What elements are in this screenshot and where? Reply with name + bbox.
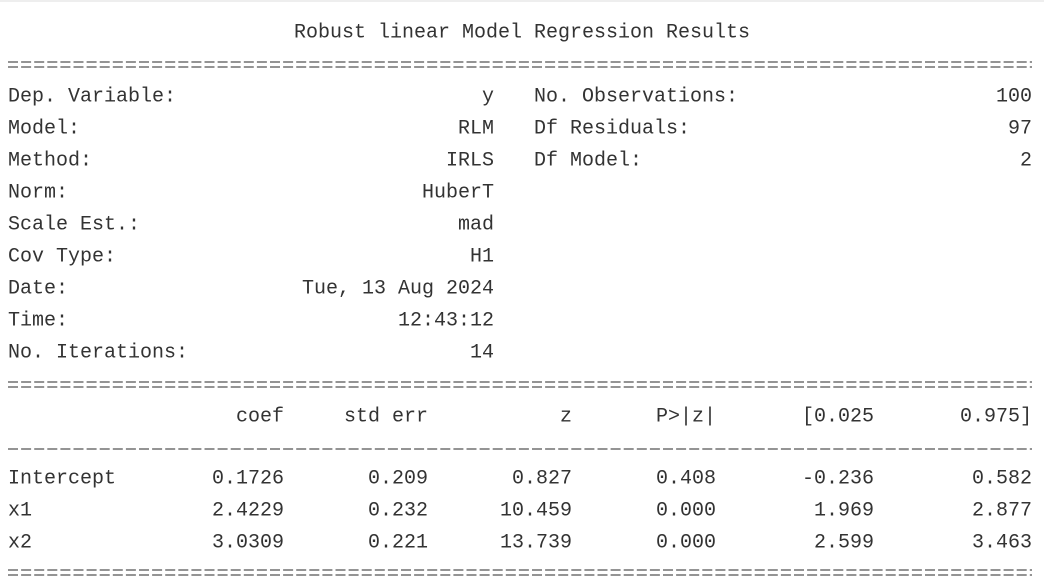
info-label: Norm: — [8, 181, 68, 204]
title: Robust linear Model Regression Results — [294, 21, 750, 44]
info-value: 2 — [1020, 149, 1032, 172]
info-value: 100 — [996, 85, 1032, 108]
info-value: IRLS — [446, 149, 494, 172]
info-value: 14 — [470, 341, 494, 364]
info-value: mad — [458, 213, 494, 236]
info-label: Dep. Variable: — [8, 85, 176, 108]
info-label: No. Iterations: — [8, 341, 188, 364]
table-cell: 0.1726 — [212, 467, 284, 490]
table-cell: 0.582 — [972, 467, 1032, 490]
info-value: RLM — [458, 117, 494, 140]
table-cell: 3.0309 — [212, 531, 284, 554]
info-value: Tue, 13 Aug 2024 — [302, 277, 494, 300]
info-label: No. Observations: — [534, 85, 738, 108]
table-cell: 0.209 — [368, 467, 428, 490]
column-header: P>|z| — [656, 405, 716, 428]
info-value: 12:43:12 — [398, 309, 494, 332]
info-label: Scale Est.: — [8, 213, 140, 236]
info-label: Model: — [8, 117, 80, 140]
table-cell: 0.232 — [368, 499, 428, 522]
info-label: Method: — [8, 149, 92, 172]
info-label: Cov Type: — [8, 245, 116, 268]
row-label: Intercept — [8, 467, 116, 490]
double-rule — [8, 381, 1032, 388]
double-rule — [8, 61, 1032, 68]
table-cell: 0.221 — [368, 531, 428, 554]
table-cell: 0.408 — [656, 467, 716, 490]
double-rule — [8, 569, 1032, 576]
table-cell: 3.463 — [972, 531, 1032, 554]
info-label: Time: — [8, 309, 68, 332]
column-header: 0.975] — [960, 405, 1032, 428]
info-value: y — [482, 85, 494, 108]
info-value: HuberT — [422, 181, 494, 204]
column-header: z — [560, 405, 572, 428]
table-cell: 2.4229 — [212, 499, 284, 522]
info-label: Date: — [8, 277, 68, 300]
info-value: H1 — [470, 245, 494, 268]
table-cell: 0.000 — [656, 499, 716, 522]
table-cell: 2.599 — [814, 531, 874, 554]
row-label: x1 — [8, 499, 32, 522]
row-label: x2 — [8, 531, 32, 554]
table-cell: 10.459 — [500, 499, 572, 522]
table-cell: 2.877 — [972, 499, 1032, 522]
column-header: coef — [236, 405, 284, 428]
table-cell: -0.236 — [802, 467, 874, 490]
info-label: Df Residuals: — [534, 117, 690, 140]
table-cell: 1.969 — [814, 499, 874, 522]
info-label: Df Model: — [534, 149, 642, 172]
info-value: 97 — [1008, 117, 1032, 140]
column-header: [0.025 — [802, 405, 874, 428]
table-cell: 0.827 — [512, 467, 572, 490]
table-cell: 0.000 — [656, 531, 716, 554]
column-header: std err — [344, 405, 428, 428]
table-cell: 13.739 — [500, 531, 572, 554]
